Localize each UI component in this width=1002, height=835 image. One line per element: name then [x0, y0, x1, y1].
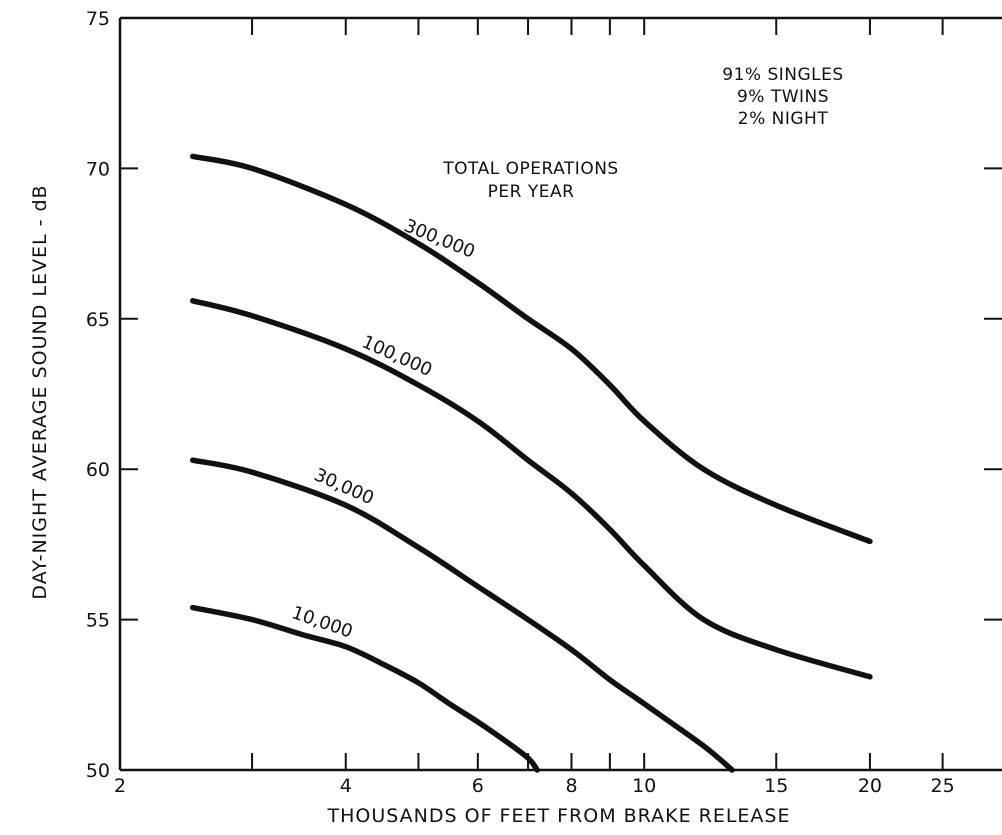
x-axis-title: THOUSANDS OF FEET FROM BRAKE RELEASE [327, 805, 791, 827]
legend-title-line-2: PER YEAR [488, 182, 575, 202]
y-tick-label: 70 [86, 158, 110, 180]
legend-title-line-1: TOTAL OPERATIONS [442, 159, 618, 179]
y-tick-label: 50 [86, 760, 110, 782]
x-tick-label: 6 [472, 775, 484, 797]
x-tick-label: 20 [858, 775, 882, 797]
series-line-10000 [189, 604, 540, 773]
annotation-night: 2% NIGHT [738, 109, 829, 129]
y-tick-label: 60 [86, 459, 110, 481]
series-line-30000 [189, 457, 735, 773]
y-axis: 50 55 60 65 70 75 [86, 8, 1002, 782]
series-lines [189, 153, 873, 773]
y-axis-title: DAY-NIGHT AVERAGE SOUND LEVEL - dB [29, 184, 51, 599]
annotation-twins: 9% TWINS [737, 87, 829, 107]
x-tick-label: 10 [632, 775, 656, 797]
x-tick-label: 2 [114, 775, 126, 797]
x-axis: 2 4 6 8 10 15 20 25 [114, 18, 955, 797]
series-line-100000 [189, 298, 873, 680]
x-tick-label: 8 [565, 775, 577, 797]
plot-frame [118, 16, 1002, 772]
x-tick-label: 4 [340, 775, 352, 797]
series-label: 10,000 [289, 602, 355, 642]
x-tick-label: 15 [764, 775, 788, 797]
y-tick-label: 55 [86, 610, 110, 632]
y-tick-label: 65 [86, 309, 110, 331]
x-tick-label: 25 [931, 775, 955, 797]
annotation-singles: 91% SINGLES [722, 65, 843, 85]
series-line-300000 [189, 153, 873, 545]
y-tick-label: 75 [86, 8, 110, 30]
